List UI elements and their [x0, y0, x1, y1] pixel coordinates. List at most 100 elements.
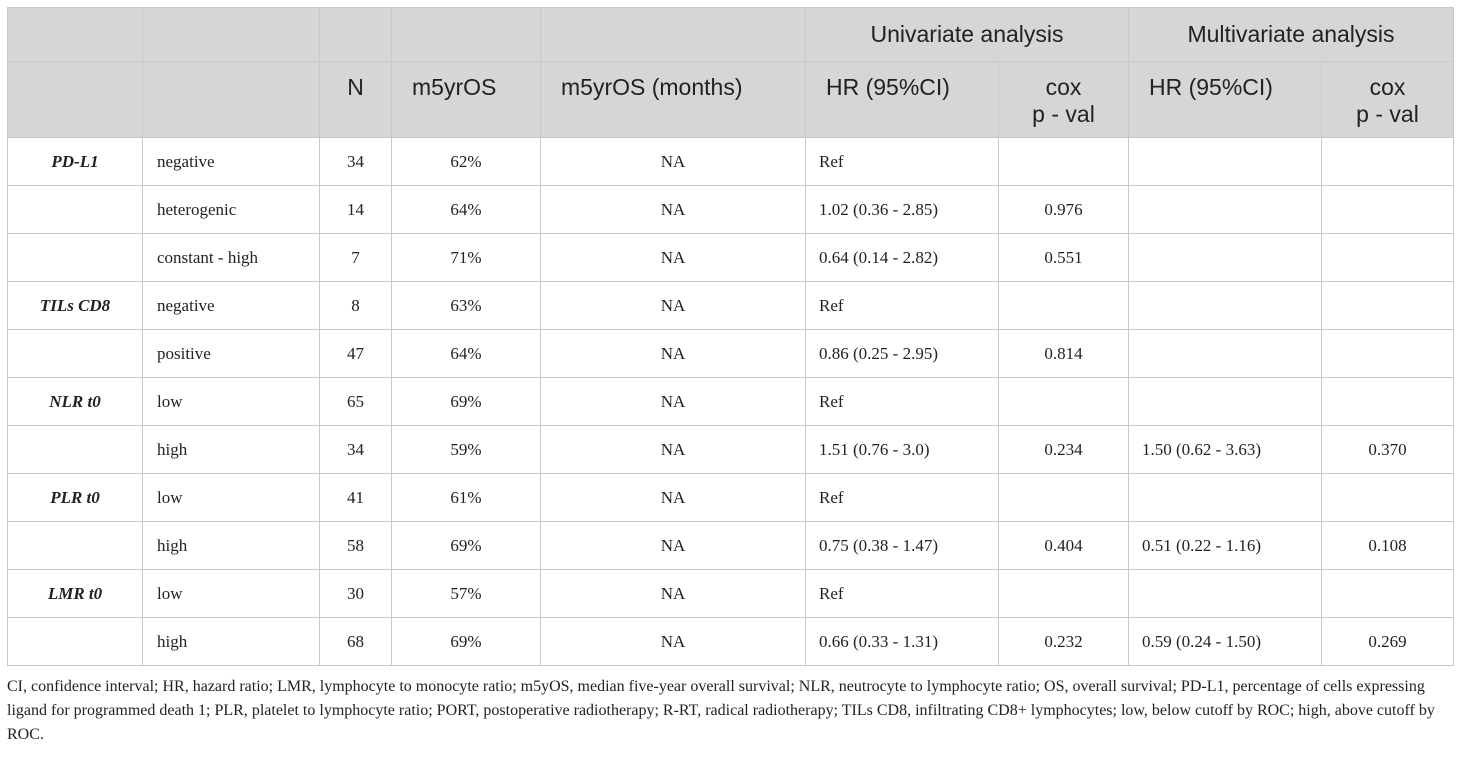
row-label — [7, 185, 143, 234]
row-label — [7, 521, 143, 570]
row-label: PLR t0 — [7, 473, 143, 522]
cell-multi-pval — [1321, 137, 1454, 186]
cell-uni-pval: 0.814 — [998, 329, 1129, 378]
cell-m5yros: 59% — [391, 425, 541, 474]
row-label — [7, 329, 143, 378]
cell-uni-hr: 1.51 (0.76 - 3.0) — [805, 425, 999, 474]
cell-n: 7 — [319, 233, 392, 282]
cell-n: 14 — [319, 185, 392, 234]
cell-multi-pval: 0.269 — [1321, 617, 1454, 666]
cell-n: 8 — [319, 281, 392, 330]
header-empty-cell — [391, 7, 541, 62]
survival-analysis-table: Univariate analysis Multivariate analysi… — [7, 7, 1454, 666]
header-empty-cell — [319, 7, 392, 62]
cell-uni-hr: 0.64 (0.14 - 2.82) — [805, 233, 999, 282]
cell-multi-pval — [1321, 185, 1454, 234]
header-multi-cox-line1: cox — [1369, 74, 1406, 100]
cell-uni-hr: Ref — [805, 569, 999, 618]
row-label: NLR t0 — [7, 377, 143, 426]
cell-m5yros-months: NA — [540, 233, 806, 282]
row-category: negative — [142, 137, 320, 186]
cell-m5yros-months: NA — [540, 473, 806, 522]
cell-m5yros: 61% — [391, 473, 541, 522]
cell-m5yros: 64% — [391, 185, 541, 234]
cell-n: 68 — [319, 617, 392, 666]
row-category: constant - high — [142, 233, 320, 282]
cell-uni-hr: Ref — [805, 137, 999, 186]
cell-multi-hr — [1128, 233, 1322, 282]
cell-m5yros-months: NA — [540, 281, 806, 330]
table-header: Univariate analysis Multivariate analysi… — [7, 7, 1454, 138]
cell-uni-hr: 0.75 (0.38 - 1.47) — [805, 521, 999, 570]
table-row: high 34 59% NA 1.51 (0.76 - 3.0) 0.234 1.50 (0… — [7, 425, 1454, 474]
cell-multi-pval: 0.108 — [1321, 521, 1454, 570]
header-multi-cox: cox p - val — [1321, 61, 1454, 138]
cell-multi-pval — [1321, 473, 1454, 522]
header-m5yros-months: m5yrOS (months) — [540, 61, 806, 138]
cell-multi-pval: 0.370 — [1321, 425, 1454, 474]
table-row: PLR t0 low 41 61% NA Ref — [7, 473, 1454, 522]
table-row: positive 47 64% NA 0.86 (0.25 - 2.95) 0.814 — [7, 329, 1454, 378]
table-body: PD-L1 negative 34 62% NA Ref heterogenic 14 64% N… — [7, 137, 1454, 666]
header-empty-cell — [7, 61, 143, 138]
cell-uni-pval — [998, 137, 1129, 186]
row-label: LMR t0 — [7, 569, 143, 618]
table-row: LMR t0 low 30 57% NA Ref — [7, 569, 1454, 618]
cell-uni-hr: Ref — [805, 281, 999, 330]
cell-uni-pval: 0.551 — [998, 233, 1129, 282]
row-category: high — [142, 521, 320, 570]
cell-n: 34 — [319, 425, 392, 474]
header-uni-cox: cox p - val — [998, 61, 1129, 138]
row-category: low — [142, 473, 320, 522]
cell-uni-pval: 0.232 — [998, 617, 1129, 666]
header-empty-cell — [142, 61, 320, 138]
cell-m5yros: 57% — [391, 569, 541, 618]
cell-n: 47 — [319, 329, 392, 378]
cell-n: 65 — [319, 377, 392, 426]
cell-uni-pval — [998, 569, 1129, 618]
cell-multi-hr — [1128, 569, 1322, 618]
cell-uni-hr: Ref — [805, 473, 999, 522]
cell-m5yros: 69% — [391, 521, 541, 570]
results-table-container: Univariate analysis Multivariate analysi… — [7, 7, 1454, 747]
table-row: constant - high 7 71% NA 0.64 (0.14 - 2.82) 0… — [7, 233, 1454, 282]
cell-uni-pval — [998, 377, 1129, 426]
cell-multi-hr: 1.50 (0.62 - 3.63) — [1128, 425, 1322, 474]
cell-multi-hr — [1128, 185, 1322, 234]
row-category: high — [142, 425, 320, 474]
row-label — [7, 425, 143, 474]
cell-n: 58 — [319, 521, 392, 570]
cell-multi-pval — [1321, 377, 1454, 426]
cell-multi-pval — [1321, 281, 1454, 330]
cell-m5yros: 69% — [391, 617, 541, 666]
cell-multi-hr — [1128, 329, 1322, 378]
header-empty-cell — [7, 7, 143, 62]
header-group-univariate: Univariate analysis — [805, 7, 1129, 62]
header-group-multivariate: Multivariate analysis — [1128, 7, 1454, 62]
table-row: high 68 69% NA 0.66 (0.33 - 1.31) 0.232 0.59 (… — [7, 617, 1454, 666]
cell-multi-pval — [1321, 569, 1454, 618]
cell-m5yros-months: NA — [540, 425, 806, 474]
cell-m5yros: 71% — [391, 233, 541, 282]
cell-m5yros-months: NA — [540, 521, 806, 570]
cell-uni-pval: 0.404 — [998, 521, 1129, 570]
row-category: heterogenic — [142, 185, 320, 234]
row-label — [7, 233, 143, 282]
row-label: TILs CD8 — [7, 281, 143, 330]
header-empty-cell — [142, 7, 320, 62]
header-uni-cox-line1: cox — [1045, 74, 1082, 100]
cell-multi-hr: 0.51 (0.22 - 1.16) — [1128, 521, 1322, 570]
header-n: N — [319, 61, 392, 138]
cell-uni-hr: 0.86 (0.25 - 2.95) — [805, 329, 999, 378]
cell-uni-pval: 0.976 — [998, 185, 1129, 234]
cell-uni-pval: 0.234 — [998, 425, 1129, 474]
cell-m5yros: 64% — [391, 329, 541, 378]
cell-m5yros: 69% — [391, 377, 541, 426]
cell-m5yros-months: NA — [540, 617, 806, 666]
header-multi-cox-line2: p - val — [1356, 101, 1419, 127]
cell-m5yros-months: NA — [540, 377, 806, 426]
row-category: high — [142, 617, 320, 666]
cell-uni-hr: 1.02 (0.36 - 2.85) — [805, 185, 999, 234]
header-multi-hr: HR (95%CI) — [1128, 61, 1322, 138]
cell-multi-hr — [1128, 281, 1322, 330]
